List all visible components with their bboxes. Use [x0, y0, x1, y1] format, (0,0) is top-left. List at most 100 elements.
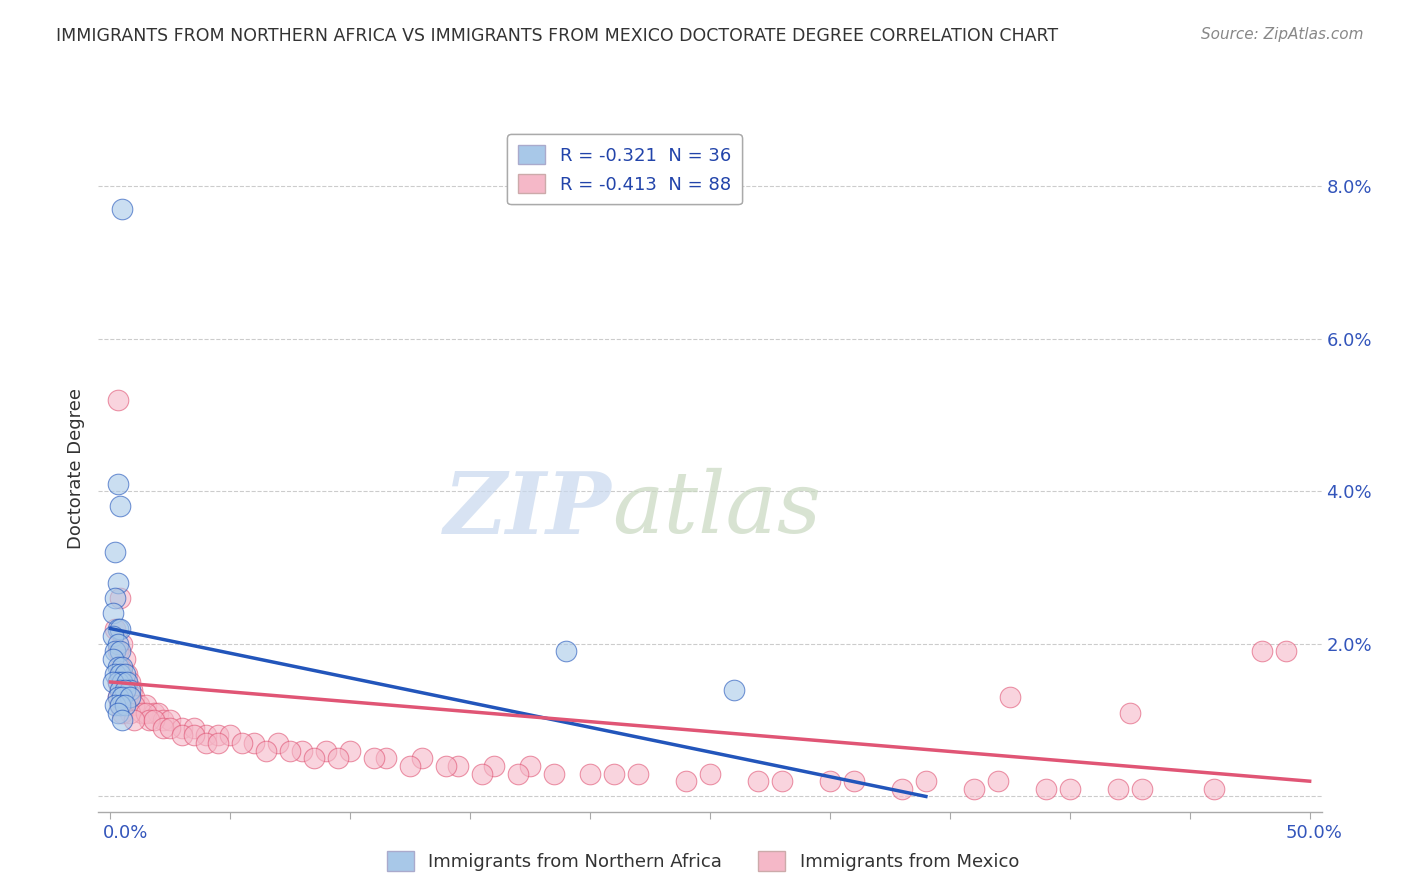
Y-axis label: Doctorate Degree: Doctorate Degree — [66, 388, 84, 549]
Point — [114, 698, 136, 712]
Point — [107, 392, 129, 407]
Point — [747, 774, 769, 789]
Point — [555, 644, 578, 658]
Point — [111, 637, 134, 651]
Point — [115, 667, 138, 681]
Point — [101, 629, 124, 643]
Point — [118, 706, 141, 720]
Text: 50.0%: 50.0% — [1286, 824, 1343, 842]
Point — [579, 766, 602, 780]
Text: Source: ZipAtlas.com: Source: ZipAtlas.com — [1201, 27, 1364, 42]
Point — [111, 659, 134, 673]
Point — [1119, 706, 1142, 720]
Point — [267, 736, 290, 750]
Point — [107, 690, 129, 705]
Point — [243, 736, 266, 750]
Point — [135, 706, 157, 720]
Point — [101, 675, 124, 690]
Point — [118, 675, 141, 690]
Point — [411, 751, 433, 765]
Point — [399, 759, 422, 773]
Point — [135, 698, 157, 712]
Point — [1202, 781, 1225, 796]
Point — [152, 721, 174, 735]
Point — [339, 744, 361, 758]
Point — [115, 675, 138, 690]
Point — [471, 766, 494, 780]
Point — [108, 698, 131, 712]
Point — [1059, 781, 1081, 796]
Point — [107, 675, 129, 690]
Point — [1130, 781, 1153, 796]
Point — [107, 476, 129, 491]
Point — [104, 667, 127, 681]
Point — [108, 622, 131, 636]
Point — [172, 728, 194, 742]
Point — [603, 766, 626, 780]
Point — [108, 667, 131, 681]
Point — [107, 644, 129, 658]
Point — [1035, 781, 1057, 796]
Point — [219, 728, 242, 742]
Point — [699, 766, 721, 780]
Legend: Immigrants from Northern Africa, Immigrants from Mexico: Immigrants from Northern Africa, Immigra… — [380, 844, 1026, 879]
Point — [142, 706, 165, 720]
Point — [111, 202, 134, 216]
Point — [108, 500, 131, 514]
Point — [104, 698, 127, 712]
Point — [104, 644, 127, 658]
Point — [107, 637, 129, 651]
Point — [111, 675, 134, 690]
Point — [159, 721, 181, 735]
Point — [107, 690, 129, 705]
Point — [111, 690, 134, 705]
Point — [328, 751, 350, 765]
Point — [124, 690, 146, 705]
Point — [543, 766, 565, 780]
Point — [434, 759, 457, 773]
Point — [519, 759, 541, 773]
Point — [104, 545, 127, 559]
Point — [114, 698, 136, 712]
Point — [148, 706, 170, 720]
Point — [101, 607, 124, 621]
Point — [842, 774, 865, 789]
Point — [1274, 644, 1296, 658]
Point — [963, 781, 986, 796]
Point — [107, 575, 129, 590]
Point — [723, 682, 745, 697]
Point — [207, 736, 229, 750]
Point — [118, 690, 141, 705]
Point — [987, 774, 1010, 789]
Point — [111, 706, 134, 720]
Point — [195, 736, 218, 750]
Point — [114, 667, 136, 681]
Point — [111, 713, 134, 727]
Text: atlas: atlas — [612, 468, 821, 551]
Text: 0.0%: 0.0% — [103, 824, 148, 842]
Point — [447, 759, 470, 773]
Point — [675, 774, 697, 789]
Point — [138, 713, 160, 727]
Point — [107, 675, 129, 690]
Point — [183, 728, 205, 742]
Point — [159, 713, 181, 727]
Point — [108, 682, 131, 697]
Point — [363, 751, 385, 765]
Point — [114, 652, 136, 666]
Point — [172, 721, 194, 735]
Point — [114, 675, 136, 690]
Point — [315, 744, 337, 758]
Point — [108, 682, 131, 697]
Point — [291, 744, 314, 758]
Point — [304, 751, 326, 765]
Point — [108, 644, 131, 658]
Point — [207, 728, 229, 742]
Point — [124, 698, 146, 712]
Point — [121, 682, 143, 697]
Point — [128, 698, 150, 712]
Point — [770, 774, 793, 789]
Point — [104, 591, 127, 605]
Point — [508, 766, 530, 780]
Point — [915, 774, 938, 789]
